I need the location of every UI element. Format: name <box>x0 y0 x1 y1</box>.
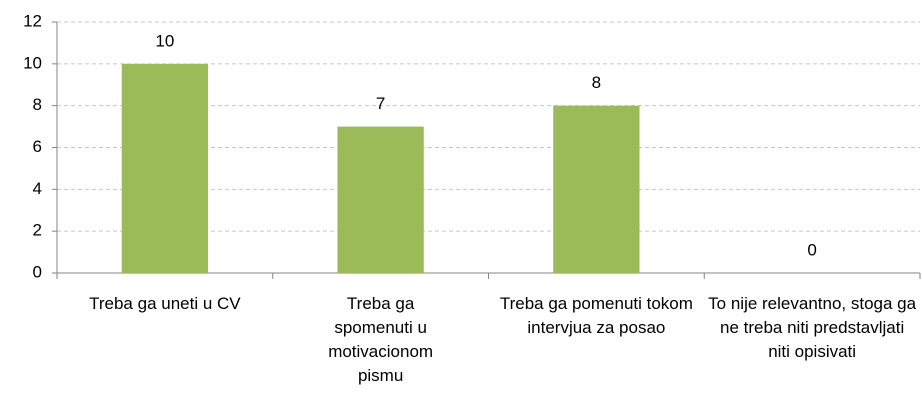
y-tick-label: 6 <box>33 137 42 156</box>
x-tick-label: Treba ga uneti u CV <box>89 294 241 313</box>
data-label: 0 <box>807 240 816 259</box>
data-label: 10 <box>155 31 174 50</box>
y-tick-label: 2 <box>33 221 42 240</box>
y-tick-label: 8 <box>33 95 42 114</box>
x-tick-label: Treba ga pomenuti tokom intervjua za pos… <box>499 294 693 337</box>
x-tick-label: To nije relevantno, stoga ga ne treba ni… <box>708 294 917 361</box>
data-label: 7 <box>376 94 385 113</box>
data-label: 8 <box>592 73 601 92</box>
y-tick-label: 4 <box>33 179 42 198</box>
bar <box>337 126 424 273</box>
y-tick-label: 10 <box>23 53 42 72</box>
bar <box>553 105 640 274</box>
y-tick-label: 12 <box>23 11 42 30</box>
y-tick-label: 0 <box>33 262 42 281</box>
x-tick-label: Treba ga spomenuti u motivacionom pismu <box>328 294 434 385</box>
bar <box>121 63 209 274</box>
